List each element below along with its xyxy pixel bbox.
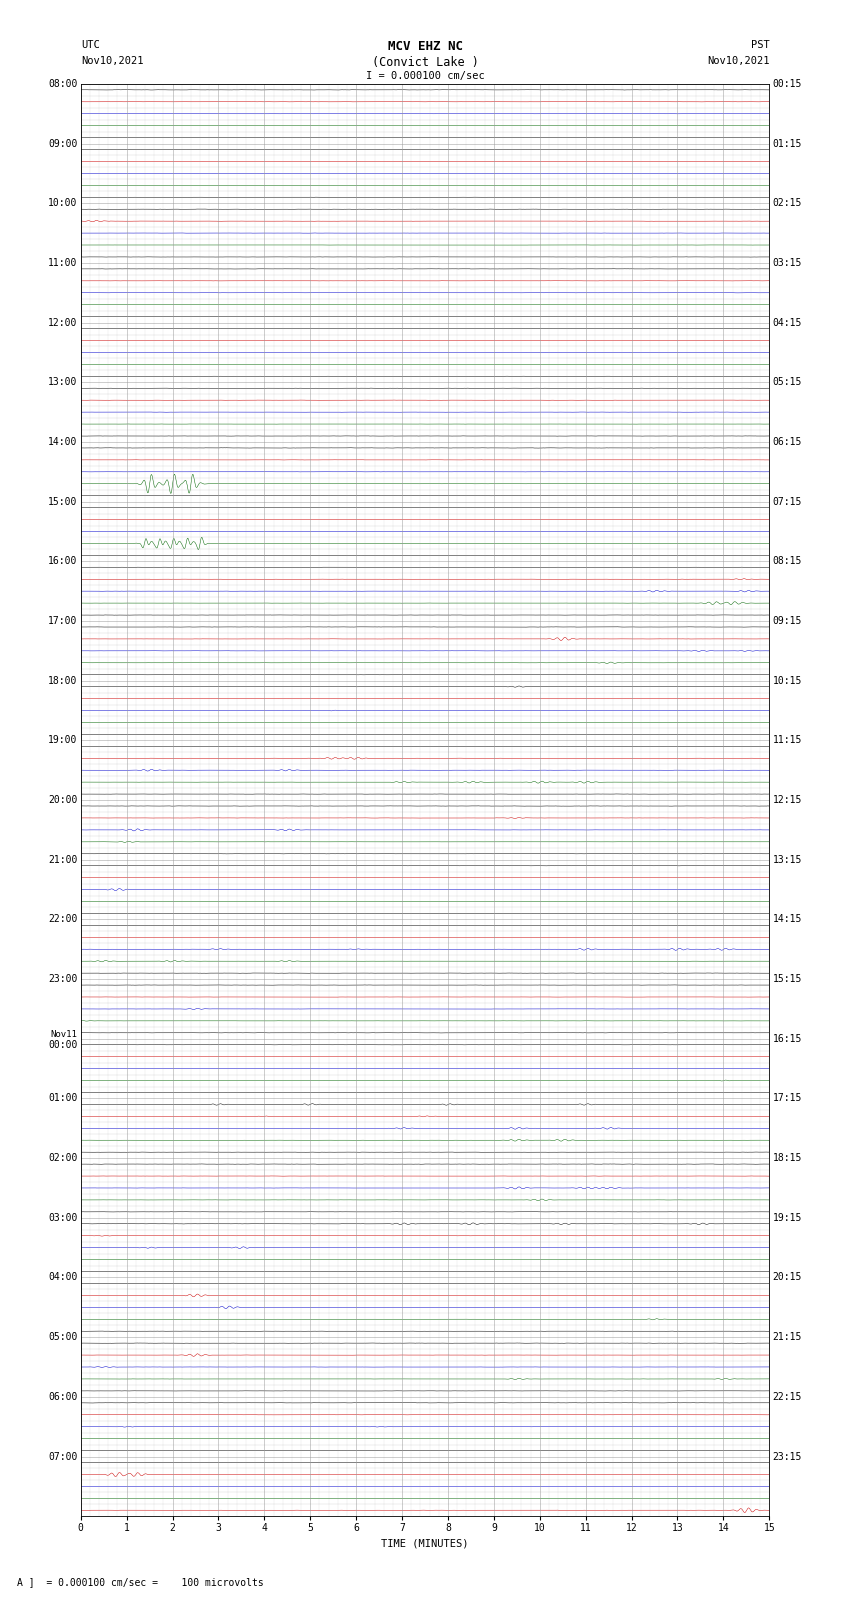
Text: Nov11: Nov11 [50, 1029, 77, 1039]
Text: 10:15: 10:15 [773, 676, 802, 686]
Text: 23:00: 23:00 [48, 974, 77, 984]
Text: 08:00: 08:00 [48, 79, 77, 89]
Text: Nov10,2021: Nov10,2021 [81, 56, 144, 66]
Text: 14:00: 14:00 [48, 437, 77, 447]
Text: 06:15: 06:15 [773, 437, 802, 447]
Text: 14:15: 14:15 [773, 915, 802, 924]
Text: 22:15: 22:15 [773, 1392, 802, 1402]
Text: 10:00: 10:00 [48, 198, 77, 208]
Text: 16:00: 16:00 [48, 556, 77, 566]
Text: (Convict Lake ): (Convict Lake ) [371, 56, 479, 69]
Text: UTC: UTC [81, 40, 99, 50]
Text: A ]  = 0.000100 cm/sec =    100 microvolts: A ] = 0.000100 cm/sec = 100 microvolts [17, 1578, 264, 1587]
X-axis label: TIME (MINUTES): TIME (MINUTES) [382, 1539, 468, 1548]
Text: 12:00: 12:00 [48, 318, 77, 327]
Text: 01:15: 01:15 [773, 139, 802, 148]
Text: 21:00: 21:00 [48, 855, 77, 865]
Text: 02:00: 02:00 [48, 1153, 77, 1163]
Text: 04:00: 04:00 [48, 1273, 77, 1282]
Text: 19:00: 19:00 [48, 736, 77, 745]
Text: 02:15: 02:15 [773, 198, 802, 208]
Text: 18:15: 18:15 [773, 1153, 802, 1163]
Text: 15:15: 15:15 [773, 974, 802, 984]
Text: 04:15: 04:15 [773, 318, 802, 327]
Text: 05:15: 05:15 [773, 377, 802, 387]
Text: 07:00: 07:00 [48, 1452, 77, 1461]
Text: 13:15: 13:15 [773, 855, 802, 865]
Text: 13:00: 13:00 [48, 377, 77, 387]
Text: 23:15: 23:15 [773, 1452, 802, 1461]
Text: 09:15: 09:15 [773, 616, 802, 626]
Text: 22:00: 22:00 [48, 915, 77, 924]
Text: MCV EHZ NC: MCV EHZ NC [388, 40, 462, 53]
Text: 17:15: 17:15 [773, 1094, 802, 1103]
Text: 11:00: 11:00 [48, 258, 77, 268]
Text: 21:15: 21:15 [773, 1332, 802, 1342]
Text: 19:15: 19:15 [773, 1213, 802, 1223]
Text: 03:15: 03:15 [773, 258, 802, 268]
Text: 01:00: 01:00 [48, 1094, 77, 1103]
Text: 00:15: 00:15 [773, 79, 802, 89]
Text: 07:15: 07:15 [773, 497, 802, 506]
Text: 11:15: 11:15 [773, 736, 802, 745]
Text: 06:00: 06:00 [48, 1392, 77, 1402]
Text: 08:15: 08:15 [773, 556, 802, 566]
Text: 00:00: 00:00 [48, 1040, 77, 1050]
Text: 15:00: 15:00 [48, 497, 77, 506]
Text: 20:15: 20:15 [773, 1273, 802, 1282]
Text: 16:15: 16:15 [773, 1034, 802, 1044]
Text: 09:00: 09:00 [48, 139, 77, 148]
Text: 03:00: 03:00 [48, 1213, 77, 1223]
Text: I = 0.000100 cm/sec: I = 0.000100 cm/sec [366, 71, 484, 81]
Text: 05:00: 05:00 [48, 1332, 77, 1342]
Text: 18:00: 18:00 [48, 676, 77, 686]
Text: Nov10,2021: Nov10,2021 [706, 56, 769, 66]
Text: 17:00: 17:00 [48, 616, 77, 626]
Text: 12:15: 12:15 [773, 795, 802, 805]
Text: 20:00: 20:00 [48, 795, 77, 805]
Text: PST: PST [751, 40, 769, 50]
